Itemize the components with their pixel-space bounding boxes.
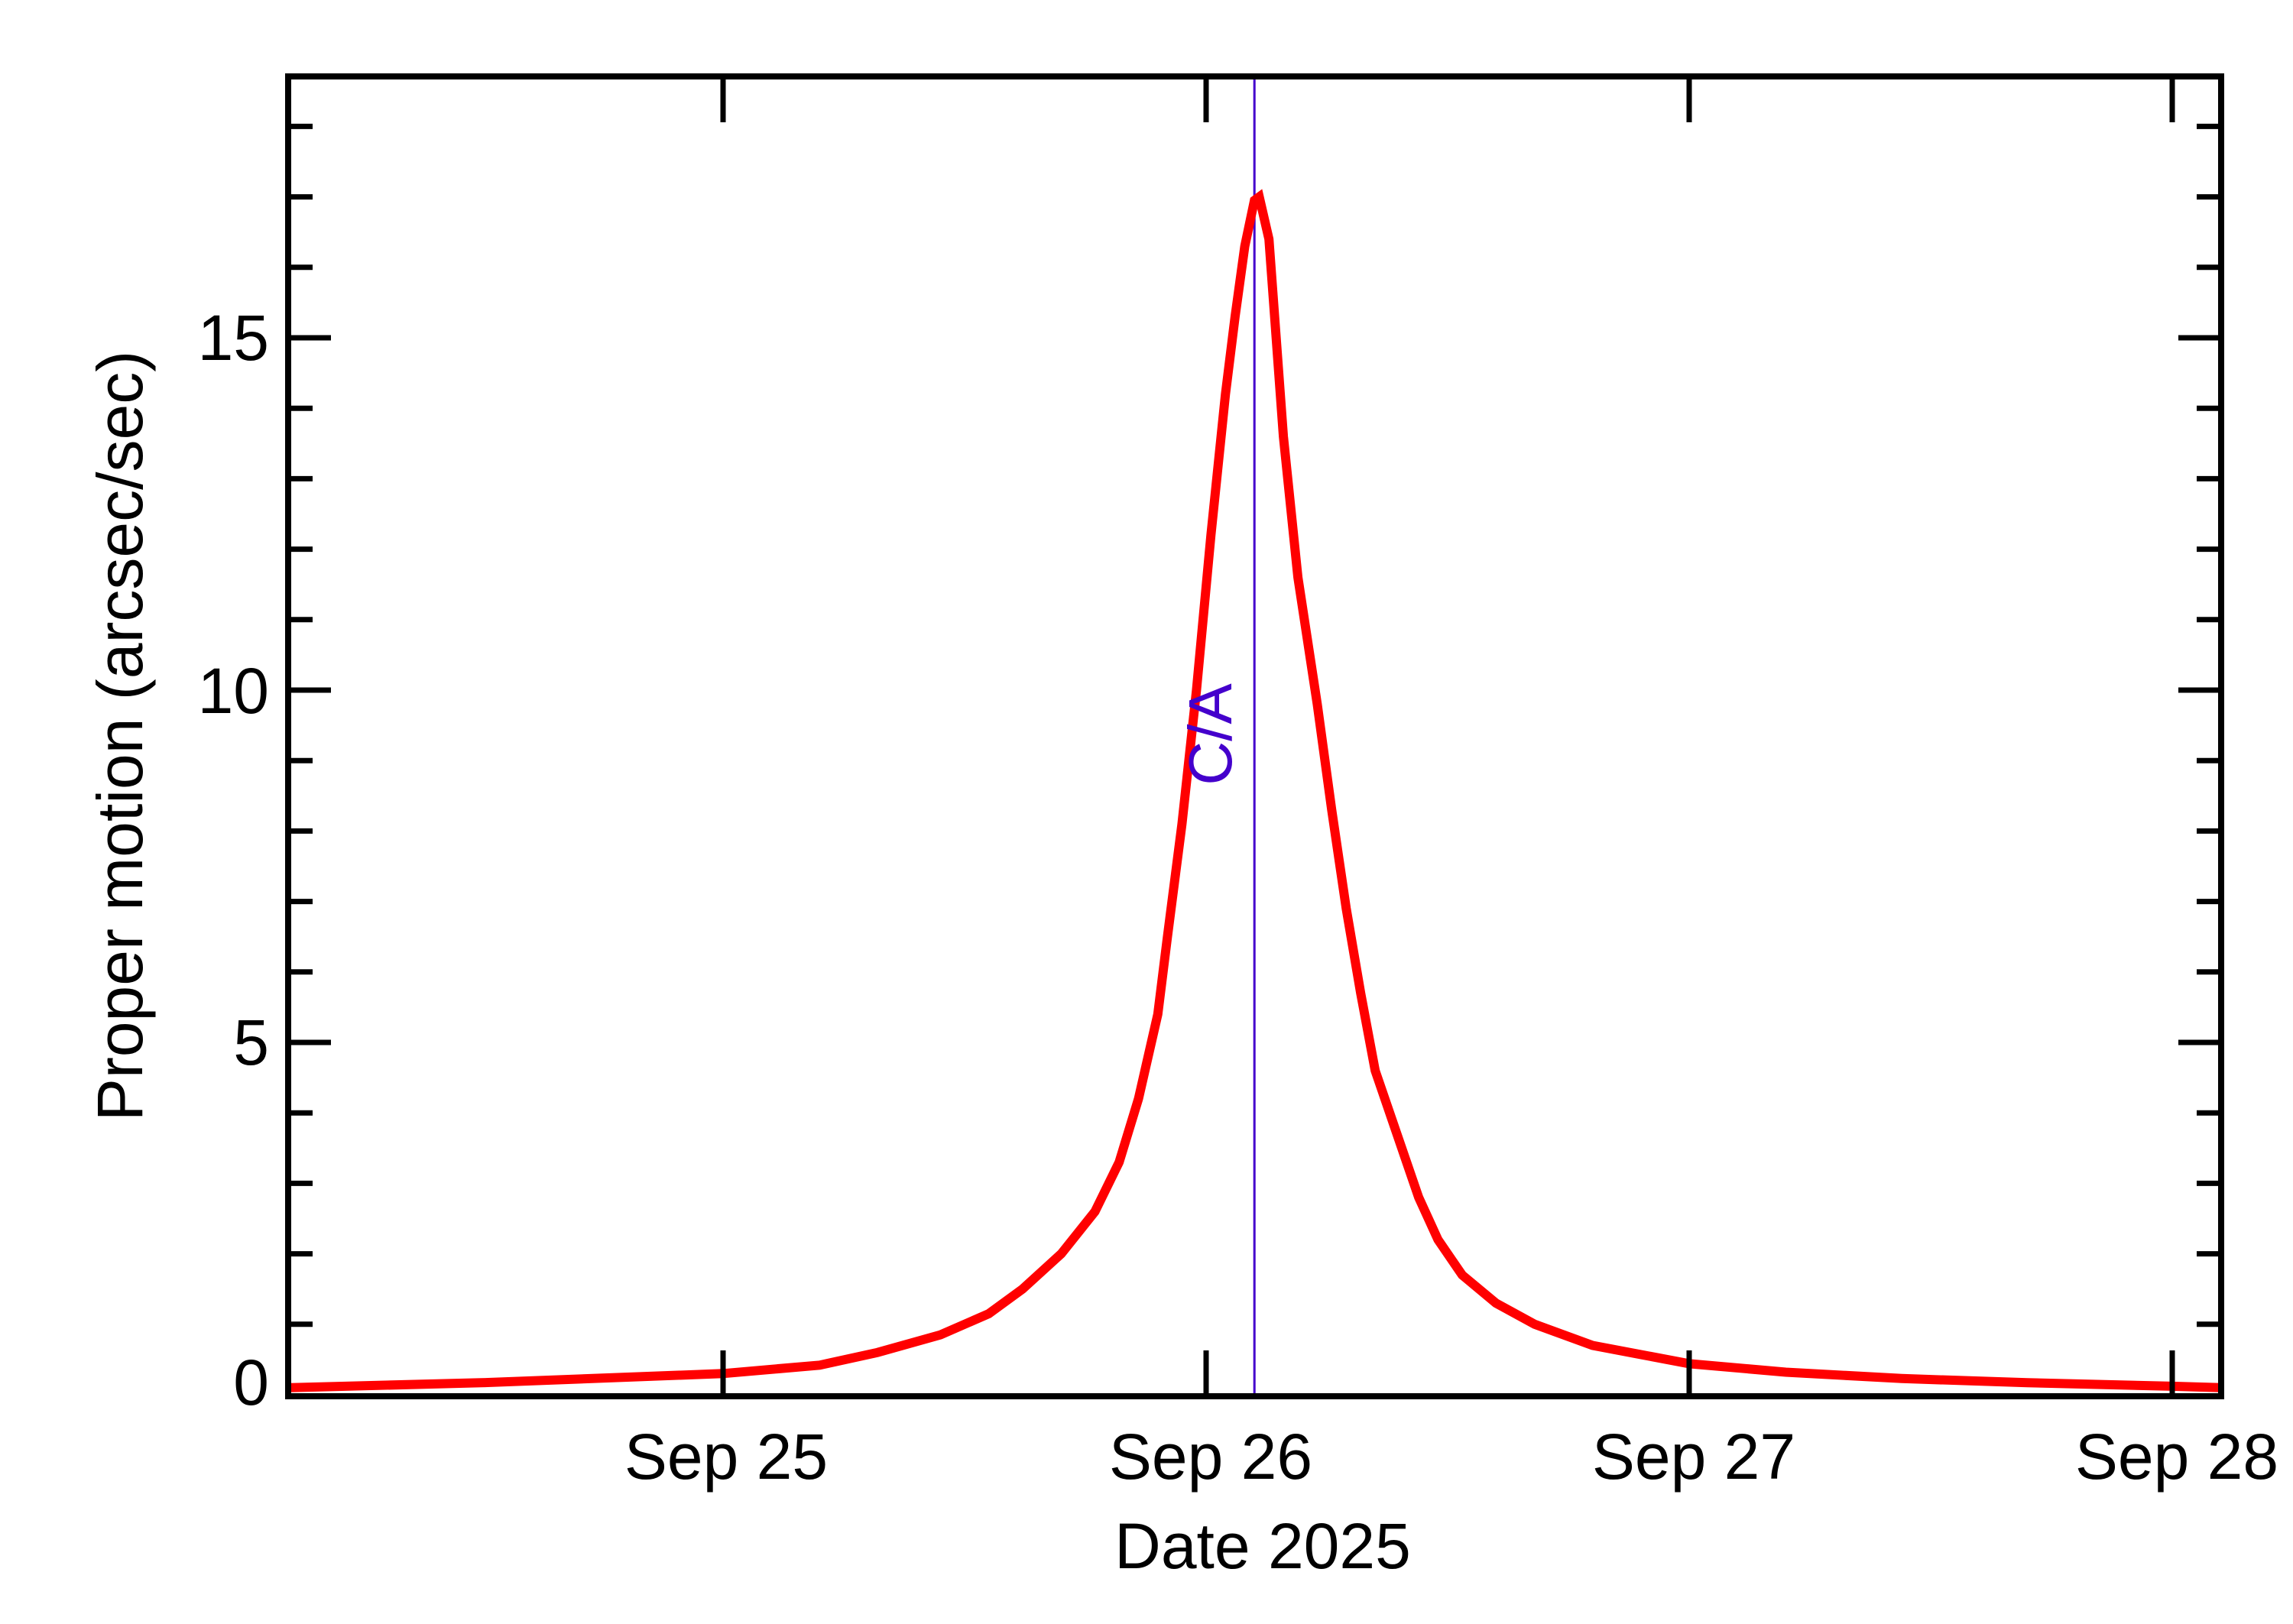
x-tick-labels: Sep 25 Sep 26 Sep 27 Sep 28: [624, 1421, 2278, 1493]
y-tick-label-15: 15: [198, 302, 269, 374]
series-layer: C/A: [288, 76, 2221, 1396]
x-tick-label-sep27: Sep 27: [1592, 1421, 1795, 1493]
y-tick-labels: 0 5 10 15: [198, 302, 269, 1418]
y-tick-label-5: 5: [233, 1006, 269, 1078]
x-tick-label-sep26: Sep 26: [1109, 1421, 1312, 1493]
x-tick-label-sep28: Sep 28: [2075, 1421, 2278, 1493]
axis-ticks: [288, 76, 2221, 1396]
y-axis-title: Proper motion (arcsec/sec): [84, 351, 156, 1121]
x-tick-label-sep25: Sep 25: [624, 1421, 828, 1493]
x-axis-title: Date 2025: [1114, 1510, 1411, 1582]
plot-frame: [285, 73, 2224, 1399]
y-tick-label-0: 0: [233, 1347, 269, 1418]
y-tick-label-10: 10: [198, 655, 269, 727]
closest-approach-label: C/A: [1176, 683, 1244, 786]
proper-motion-curve: [288, 189, 2221, 1392]
